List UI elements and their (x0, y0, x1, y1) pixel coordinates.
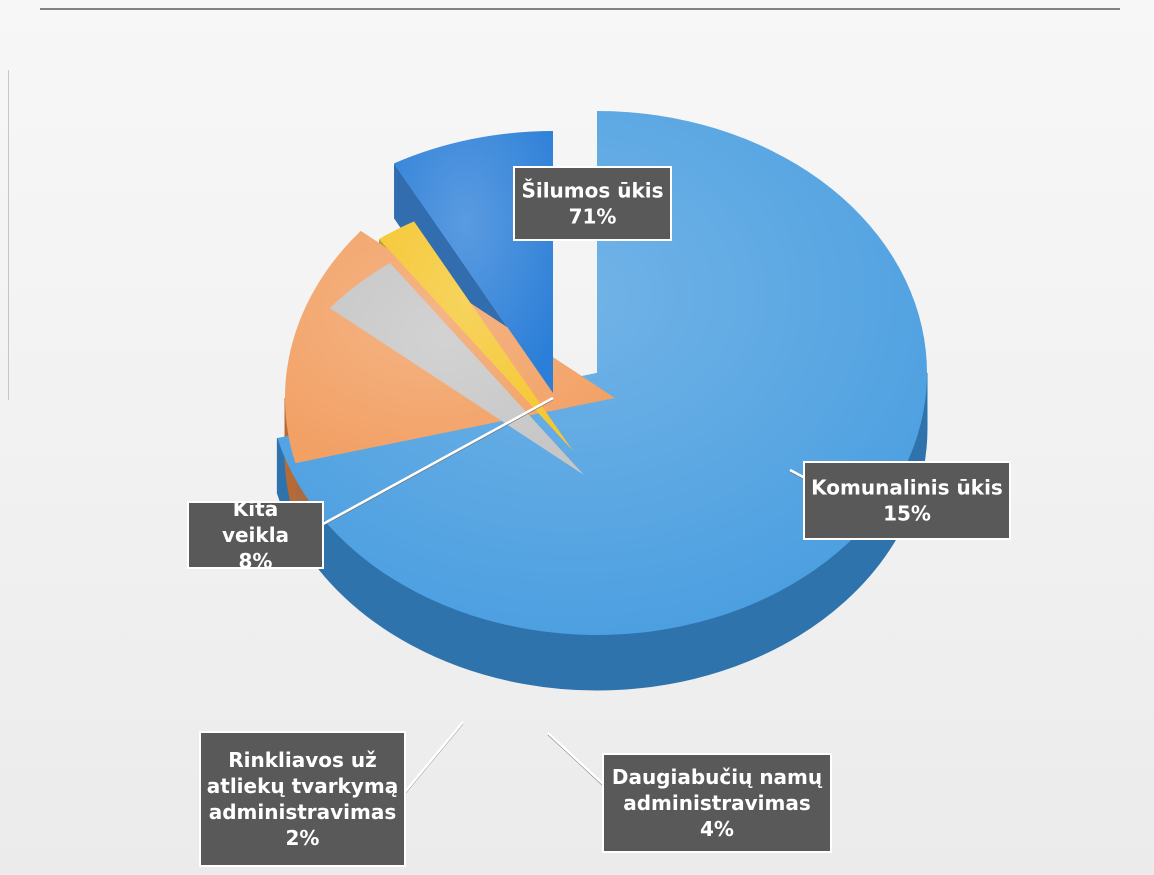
data-label-box (199, 731, 406, 867)
pie-slice-daugiabuciu-namu-administravimas-gloss (329, 263, 584, 475)
leader-line (789, 468, 806, 480)
data-label-value: 15% (883, 502, 931, 526)
leader-line (322, 396, 554, 526)
leader-line (404, 721, 464, 793)
data-label-box (602, 753, 832, 853)
data-label-box (187, 501, 324, 569)
data-label-category: Komunalinis ūkis (811, 476, 1003, 500)
data-label-rinkliavos-administravimas: Rinkliavos už atliekų tvarkymą administrav… (199, 721, 464, 867)
pie-slices (276, 111, 928, 691)
scan-border-line (40, 8, 1120, 10)
data-label-value: 2% (286, 826, 320, 850)
leader-line (547, 732, 604, 785)
data-label-value: 71% (569, 205, 617, 229)
data-label-box (803, 461, 1011, 540)
data-label-value: 4% (700, 817, 734, 841)
pie-slice-silumos-ukis-gloss (277, 111, 927, 635)
leader-line-shadow (789, 470, 806, 481)
scan-edge-line (8, 70, 9, 400)
data-label-category: Daugiabučių namų administravimas (612, 765, 823, 815)
data-label-value: 8% (239, 549, 273, 573)
data-label-category: Kita veikla (222, 497, 289, 547)
data-label-box (513, 166, 672, 241)
pie-slice-rinkliavos-administravimas-gloss (379, 221, 573, 451)
leader-line-shadow (322, 398, 554, 527)
data-label-category: Šilumos ūkis (521, 179, 663, 203)
data-label-category: Rinkliavos už atliekų tvarkymą administrav… (207, 748, 398, 824)
